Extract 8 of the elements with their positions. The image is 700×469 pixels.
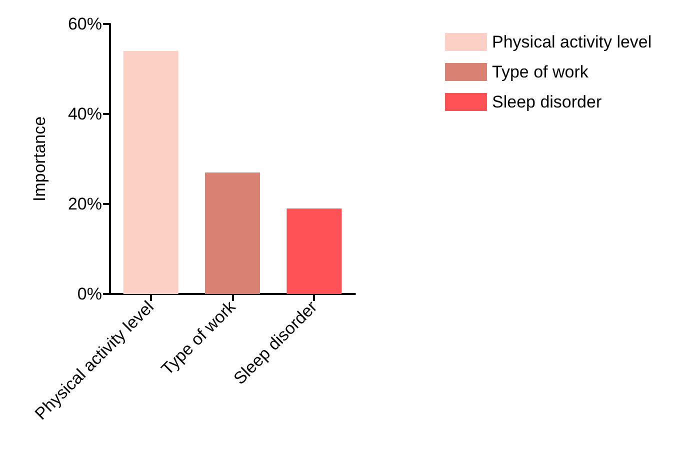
legend-label: Sleep disorder: [492, 92, 602, 112]
legend-label: Type of work: [492, 62, 589, 82]
y-axis-title: Importance: [30, 116, 49, 202]
legend-label: Physical activity level: [492, 32, 652, 52]
y-tick-label: 60%: [68, 14, 102, 34]
y-tick-label: 20%: [68, 194, 102, 214]
y-tick-label: 40%: [68, 104, 102, 124]
y-tick-label: 0%: [77, 284, 102, 304]
